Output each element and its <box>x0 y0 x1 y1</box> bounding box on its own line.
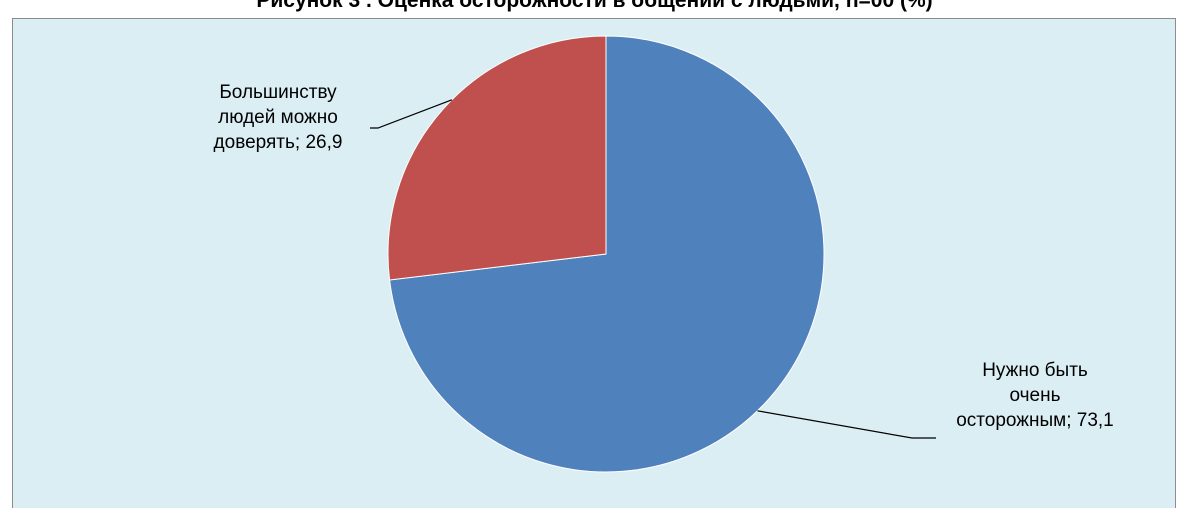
slice-label-trust: Большинству людей можно доверять; 26,9 <box>213 82 343 153</box>
slice-careful <box>388 35 825 473</box>
chart-title: Рисунок 3 . Оценка осторожности в общени… <box>256 0 933 12</box>
slice-trust <box>387 35 607 281</box>
leader-line-trust <box>370 99 453 129</box>
leader-line-careful <box>757 410 936 439</box>
slice-label-careful: Нужно быть очень осторожным; 73,1 <box>956 360 1114 431</box>
